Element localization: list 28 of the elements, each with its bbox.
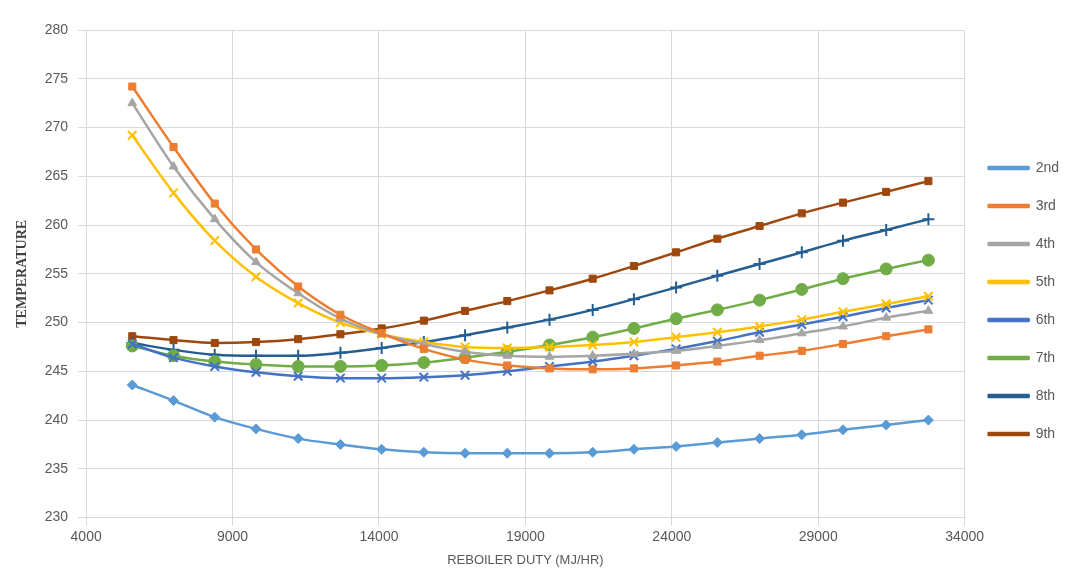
y-tick-label: 245 bbox=[44, 362, 69, 379]
x-tick-label: 14000 bbox=[359, 527, 399, 544]
y-tick-label: 265 bbox=[44, 167, 69, 184]
legend-label: 3rd bbox=[1035, 196, 1056, 213]
x-tick-label: 29000 bbox=[798, 527, 838, 544]
y-tick-label: 250 bbox=[44, 313, 69, 330]
legend-label: 4th bbox=[1035, 234, 1056, 251]
y-tick-label: 270 bbox=[44, 118, 69, 135]
x-axis-title: REBOILER DUTY (MJ/HR) bbox=[447, 551, 604, 567]
x-tick-label: 34000 bbox=[945, 527, 985, 544]
y-tick-label: 230 bbox=[44, 508, 69, 525]
x-tick-label: 4000 bbox=[70, 527, 102, 544]
legend-label: 7th bbox=[1035, 348, 1056, 365]
y-tick-label: 255 bbox=[44, 264, 69, 281]
legend-label: 6th bbox=[1035, 310, 1056, 327]
y-tick-label: 275 bbox=[44, 69, 69, 86]
y-tick-label: 235 bbox=[44, 459, 69, 476]
legend-label: 8th bbox=[1035, 386, 1056, 403]
y-axis-title: TEMPERATURE bbox=[14, 219, 30, 328]
y-tick-label: 260 bbox=[44, 215, 69, 232]
x-tick-label: 24000 bbox=[652, 527, 692, 544]
y-tick-label: 280 bbox=[44, 20, 69, 37]
x-tick-label: 9000 bbox=[216, 527, 249, 544]
legend-label: 2nd bbox=[1035, 158, 1059, 175]
y-tick-label: 240 bbox=[44, 410, 69, 427]
legend-label: 9th bbox=[1035, 424, 1056, 441]
legend-label: 5th bbox=[1035, 272, 1056, 289]
x-tick-label: 19000 bbox=[505, 527, 546, 544]
